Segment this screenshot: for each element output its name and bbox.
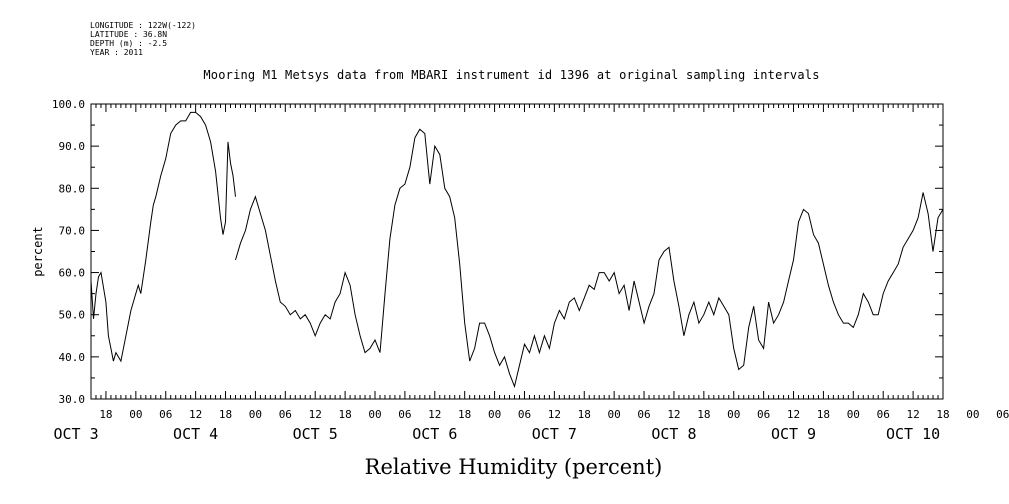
metadata-block: LONGITUDE : 122W(-122) LATITUDE : 36.8N … [90, 21, 196, 57]
plot-frame [90, 103, 944, 400]
x-hour-tick-label: 06 [996, 408, 1009, 421]
x-hour-tick-label: 18 [338, 408, 351, 421]
x-hour-tick-label: 18 [99, 408, 112, 421]
x-hour-tick-label: 18 [817, 408, 830, 421]
x-hour-tick-label: 00 [727, 408, 740, 421]
x-hour-tick-label: 06 [398, 408, 411, 421]
x-hour-tick-label: 12 [189, 408, 202, 421]
latitude-text: LATITUDE : 36.8N [90, 30, 168, 39]
x-day-label: OCT 9 [771, 425, 816, 443]
x-day-label: OCT 7 [532, 425, 577, 443]
x-hour-tick-label: 06 [279, 408, 292, 421]
year-text: YEAR : 2011 [90, 48, 143, 57]
x-hour-tick-label: 06 [518, 408, 531, 421]
longitude-text: LONGITUDE : 122W(-122) [90, 21, 196, 30]
x-day-label: OCT 4 [173, 425, 218, 443]
y-tick-label: 60.0 [59, 267, 86, 280]
x-hour-tick-label: 06 [637, 408, 650, 421]
x-hour-tick-label: 12 [309, 408, 322, 421]
x-hour-tick-label: 00 [488, 408, 501, 421]
x-hour-tick-label: 12 [906, 408, 919, 421]
x-axis-label: Relative Humidity (percent) [364, 455, 663, 479]
x-hour-tick-label: 12 [428, 408, 441, 421]
series-line [235, 128, 944, 389]
x-hour-tick-label: 12 [667, 408, 680, 421]
x-hour-tick-label: 12 [548, 408, 561, 421]
y-tick-label: 40.0 [59, 351, 86, 364]
x-hour-tick-label: 00 [368, 408, 381, 421]
x-hour-tick-label: 18 [219, 408, 232, 421]
x-day-label: OCT 3 [53, 425, 98, 443]
x-day-label: OCT 5 [293, 425, 338, 443]
x-hour-tick-label: 00 [966, 408, 979, 421]
x-hour-tick-label: 18 [697, 408, 710, 421]
y-tick-label: 80.0 [59, 182, 86, 195]
x-day-label: OCT 6 [412, 425, 457, 443]
x-hour-tick-label: 00 [608, 408, 621, 421]
x-hour-tick-label: 00 [847, 408, 860, 421]
y-tick-label: 70.0 [59, 224, 86, 237]
x-day-label: OCT 8 [651, 425, 696, 443]
y-tick-label: 30.0 [59, 393, 86, 406]
x-hour-tick-label: 18 [936, 408, 949, 421]
y-tick-label: 50.0 [59, 309, 86, 322]
x-hour-tick-label: 00 [129, 408, 142, 421]
x-hour-tick-label: 06 [877, 408, 890, 421]
series-line [90, 111, 236, 363]
x-hour-tick-label: 00 [249, 408, 262, 421]
x-hour-tick-label: 06 [757, 408, 770, 421]
y-tick-label: 100.0 [52, 98, 85, 111]
x-hour-tick-label: 18 [458, 408, 471, 421]
x-hour-tick-label: 06 [159, 408, 172, 421]
y-tick-label: 90.0 [59, 140, 86, 153]
y-axis-label: percent [31, 226, 45, 277]
depth-text: DEPTH (m) : -2.5 [90, 39, 168, 48]
x-hour-tick-label: 12 [787, 408, 800, 421]
x-hour-tick-label: 18 [578, 408, 591, 421]
x-day-label: OCT 10 [886, 425, 940, 443]
chart-title: Mooring M1 Metsys data from MBARI instru… [203, 68, 820, 82]
